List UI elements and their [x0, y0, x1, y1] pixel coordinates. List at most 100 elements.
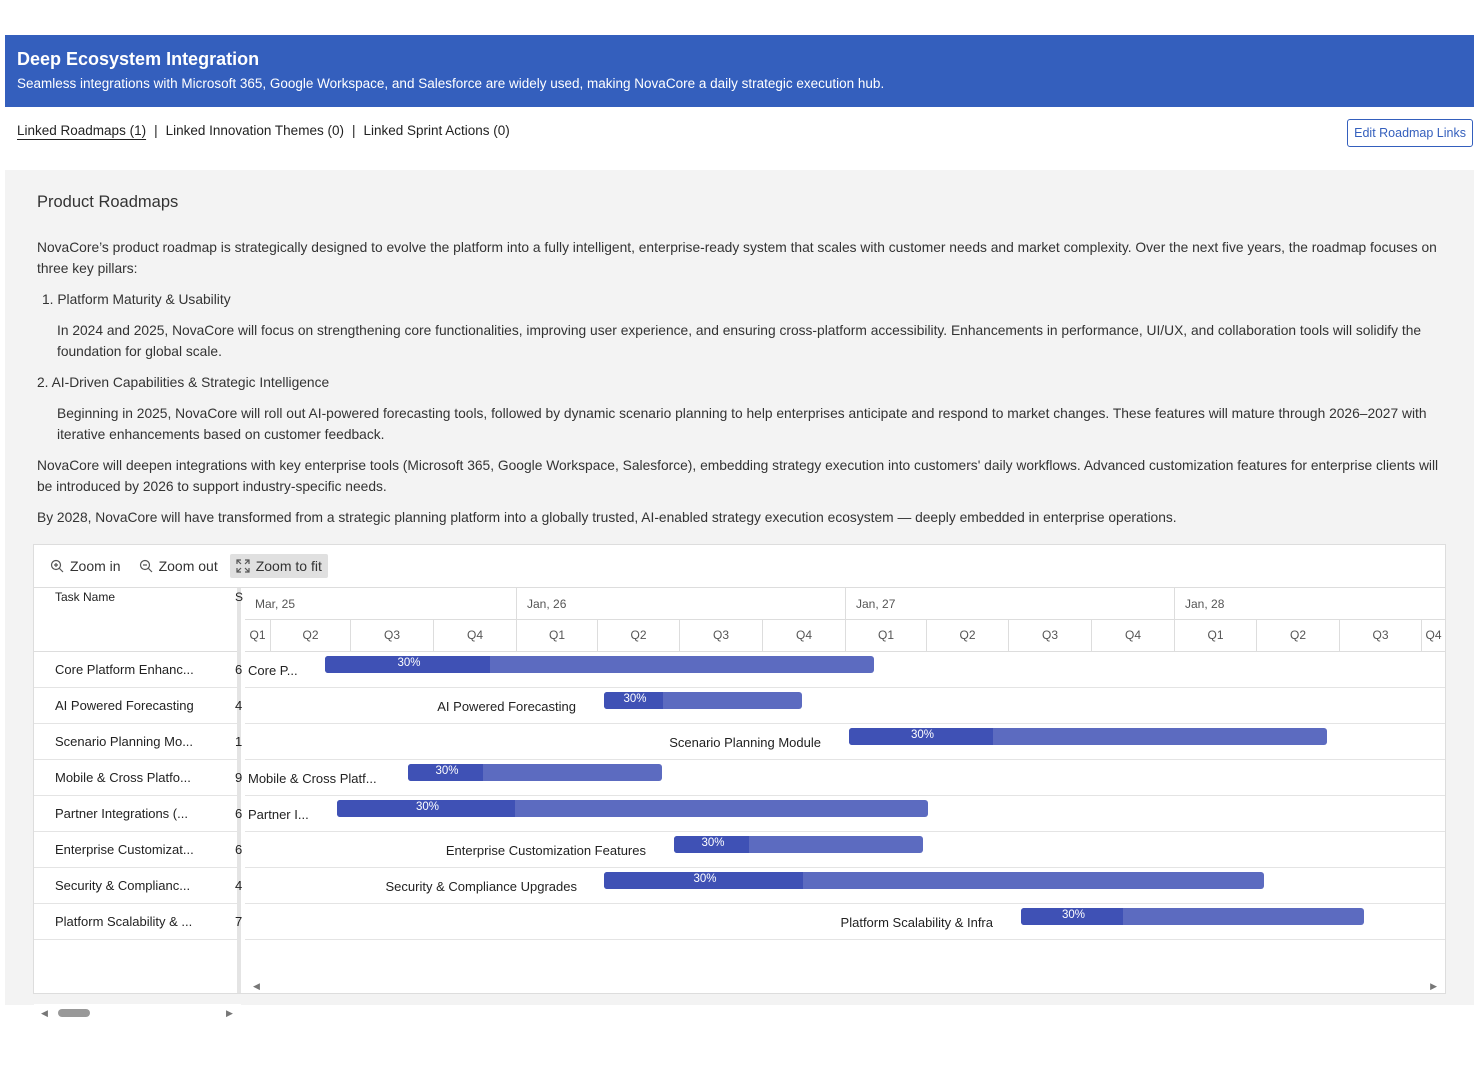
quarter-label: Q4: [1092, 620, 1175, 652]
pillar-1-body: In 2024 and 2025, NovaCore will focus on…: [57, 323, 1422, 359]
task-name: AI Powered Forecasting: [55, 698, 194, 713]
progress-label: 30%: [911, 729, 935, 741]
task-row[interactable]: Core Platform Enhanc... 6: [34, 652, 242, 688]
task-grid: Task Name S Core Platform Enhanc... 6 AI P…: [34, 588, 243, 1022]
grid-header: Task Name S: [34, 588, 243, 652]
progress-label: 30%: [397, 657, 421, 669]
chart-row: Platform Scalability & Infra 30%: [245, 904, 1445, 940]
task-row[interactable]: AI Powered Forecasting 4: [34, 688, 242, 724]
quarter-label: Q1: [517, 620, 598, 652]
task-name: Core Platform Enhanc...: [55, 662, 194, 677]
tab-linked-innovation-themes[interactable]: Linked Innovation Themes (0): [165, 123, 344, 138]
timeline-header: Mar, 25 Jan, 26 Jan, 27 Jan, 28 Q1 Q2 Q3 Q4 Q1 Q2…: [245, 588, 1446, 652]
task-row[interactable]: Mobile & Cross Platfo... 9: [34, 760, 242, 796]
gantt-toolbar: Zoom in Zoom out Zoom to fit: [34, 545, 1445, 588]
quarter-label: Q3: [351, 620, 434, 652]
progress-fill: [674, 836, 749, 853]
zoom-out-icon: [139, 559, 153, 573]
quarter-label: Q2: [271, 620, 351, 652]
task-bar[interactable]: 30%: [408, 764, 662, 781]
quarter-label: Q3: [680, 620, 763, 652]
task-name: Scenario Planning Mo...: [55, 734, 194, 749]
quarter-label: Q4: [1422, 620, 1446, 652]
progress-fill: [337, 800, 515, 817]
task-name: Security & Complianc...: [55, 878, 191, 893]
task-name: Enterprise Customizat...: [55, 842, 194, 857]
column-second[interactable]: S: [235, 590, 244, 604]
zoom-in-label: Zoom in: [70, 558, 121, 574]
task-col2: 6: [235, 806, 243, 821]
separator: |: [154, 123, 158, 138]
progress-label: 30%: [623, 693, 647, 705]
quarter-label: Q2: [598, 620, 680, 652]
task-bar[interactable]: 30%: [674, 836, 923, 853]
zoom-to-fit-button[interactable]: Zoom to fit: [229, 554, 328, 578]
fit-icon: [236, 559, 250, 573]
separator: |: [351, 123, 356, 138]
task-bar[interactable]: 30%: [849, 728, 1327, 745]
pillar-2-title: 2. AI-Driven Capabilities & Strategic In…: [37, 375, 330, 390]
quarter-label: Q3: [1340, 620, 1422, 652]
tab-linked-roadmaps[interactable]: Linked Roadmaps (1): [17, 123, 147, 138]
task-bar[interactable]: 30%: [325, 656, 874, 673]
scroll-right-icon[interactable]: ▶: [226, 1008, 233, 1018]
linked-tabs: Linked Roadmaps (1) | Linked Innovation …: [17, 123, 510, 138]
zoom-in-icon: [50, 559, 64, 573]
bar-label: Core P...: [248, 663, 298, 678]
task-bar[interactable]: 30%: [604, 872, 1264, 889]
chart-row: AI Powered Forecasting 30%: [245, 688, 1445, 724]
zoom-out-label: Zoom out: [158, 558, 218, 574]
bar-label: Mobile & Cross Platf...: [248, 771, 377, 786]
task-row[interactable]: Security & Complianc... 4: [34, 868, 242, 904]
grid-horizontal-scrollbar[interactable]: ◀ ▶: [34, 1004, 241, 1022]
chart-row: Enterprise Customization Features 30%: [245, 832, 1445, 868]
edit-roadmap-links-button[interactable]: Edit Roadmap Links: [1347, 119, 1473, 147]
task-row[interactable]: Partner Integrations (... 6: [34, 796, 242, 832]
pillar-2-body: Beginning in 2025, NovaCore will roll ou…: [57, 406, 1427, 442]
banner-subtitle: Seamless integrations with Microsoft 365…: [17, 76, 885, 91]
year-label: Jan, 27: [846, 588, 1175, 620]
task-bar[interactable]: 30%: [337, 800, 928, 817]
progress-label: 30%: [416, 801, 440, 813]
progress-label: 30%: [693, 873, 717, 885]
product-roadmaps-section: Product Roadmaps NovaCore’s product road…: [5, 170, 1474, 1022]
chart-row: Core P... 30%: [245, 652, 1445, 688]
column-task-name[interactable]: Task Name: [55, 590, 116, 604]
progress-fill: [604, 872, 803, 889]
chart-row: Mobile & Cross Platf... 30%: [245, 760, 1445, 796]
bar-label: AI Powered Forecasting: [437, 699, 576, 714]
task-bar[interactable]: 30%: [604, 692, 802, 709]
zoom-out-button[interactable]: Zoom out: [133, 554, 224, 578]
tab-linked-sprint-actions[interactable]: Linked Sprint Actions (0): [363, 123, 510, 138]
task-row[interactable]: Platform Scalability & ... 7: [34, 904, 242, 940]
timeline-scroll-left-icon[interactable]: ◀: [253, 981, 260, 991]
quarter-label: Q1: [245, 620, 271, 652]
chart-row: Scenario Planning Module 30%: [245, 724, 1445, 760]
quarter-label: Q3: [1009, 620, 1092, 652]
quarter-label: Q2: [1257, 620, 1340, 652]
task-col2: 6: [235, 662, 243, 677]
chart-row: Partner I... 30%: [245, 796, 1445, 832]
scrollbar-thumb[interactable]: [58, 1009, 90, 1017]
task-bar[interactable]: 30%: [1021, 908, 1364, 925]
zoom-in-button[interactable]: Zoom in: [44, 554, 127, 578]
bar-label: Enterprise Customization Features: [445, 843, 646, 858]
task-col2: 1: [235, 734, 243, 749]
progress-fill: [408, 764, 483, 781]
roadmap-description: NovaCore’s product roadmap is strategica…: [37, 237, 1447, 538]
task-row[interactable]: Enterprise Customizat... 6: [34, 832, 242, 868]
bar-label: Scenario Planning Module: [669, 735, 821, 750]
gantt-chart: Zoom in Zoom out Zoom to fit Task Name S…: [33, 544, 1446, 1022]
chart-row: Security & Compliance Upgrades 30%: [245, 868, 1445, 904]
task-col2: 7: [235, 914, 243, 929]
quarter-label: Q4: [763, 620, 846, 652]
intro-text: NovaCore’s product roadmap is strategica…: [37, 240, 1437, 276]
header-banner: Deep Ecosystem Integration Seamless inte…: [5, 35, 1474, 107]
task-col2: 4: [235, 878, 243, 893]
quarter-label: Q2: [927, 620, 1009, 652]
year-label: Jan, 26: [517, 588, 846, 620]
quarter-label: Q1: [846, 620, 927, 652]
scroll-left-icon[interactable]: ◀: [41, 1008, 48, 1018]
timeline-scroll-right-icon[interactable]: ▶: [1430, 981, 1437, 991]
task-row[interactable]: Scenario Planning Mo... 1: [34, 724, 242, 760]
